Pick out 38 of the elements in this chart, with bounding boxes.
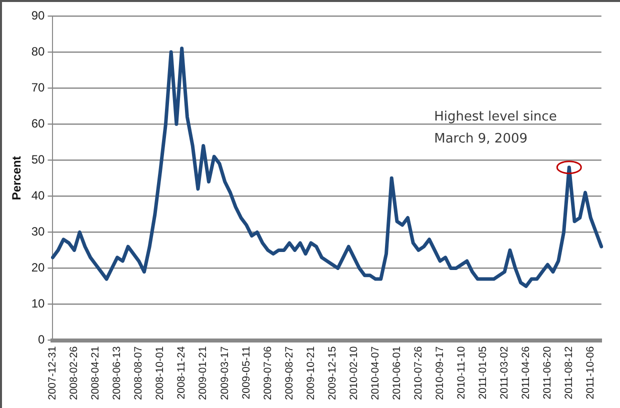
x-tick-label: 2008-04-21 <box>90 346 102 400</box>
x-tick-label: 2009-05-11 <box>240 346 252 400</box>
y-tick-label: 40 <box>31 188 46 202</box>
y-axis-title: Percent <box>10 156 24 200</box>
annotation: Highest level since March 9, 2009 <box>434 109 557 146</box>
x-tick-label: 2009-12-15 <box>326 346 338 400</box>
x-tick-label: 2011-04-26 <box>520 346 532 400</box>
y-tick-label: 20 <box>31 260 46 275</box>
x-tick-label: 2007-12-31 <box>46 346 59 400</box>
x-tick-label: 2009-03-17 <box>218 346 231 400</box>
x-tick-label: 2010-02-10 <box>348 346 360 400</box>
y-tick-label: 30 <box>31 224 46 239</box>
x-tick-label: 2010-09-17 <box>434 346 446 400</box>
y-tick-label: 10 <box>31 296 46 311</box>
y-tick-label: 0 <box>38 332 46 347</box>
x-tick-label: 2011-01-05 <box>476 346 489 400</box>
x-tick-label: 2008-02-26 <box>68 346 80 400</box>
x-tick-label: 2009-07-06 <box>262 346 274 400</box>
x-tick-label: 2008-11-24 <box>176 346 188 400</box>
x-tick-label: 2010-04-07 <box>369 346 382 400</box>
x-tick-label: 2009-10-21 <box>304 346 317 400</box>
x-tick-label: 2010-06-01 <box>390 346 403 400</box>
x-tick-label: 2008-08-07 <box>132 346 145 400</box>
y-tick-label: 80 <box>31 44 46 58</box>
x-tick-label: 2008-06-13 <box>111 346 124 400</box>
x-tick-label: 2011-10-06 <box>584 346 597 400</box>
y-tick-label: 60 <box>31 116 46 130</box>
x-tick-label: 2009-01-21 <box>197 346 210 400</box>
x-tick-label: 2010-07-26 <box>412 346 424 400</box>
y-tick-label: 70 <box>31 80 46 94</box>
x-tick-label: 2010-11-10 <box>455 346 468 400</box>
x-tick-label: 2011-03-02 <box>498 346 510 400</box>
y-tick-label: 50 <box>31 152 46 166</box>
x-tick-label: 2008-10-01 <box>154 346 166 400</box>
y-tick-label: 90 <box>31 8 46 22</box>
x-tick-label: 2011-08-12 <box>563 346 576 400</box>
x-tick-label: 2011-06-20 <box>542 346 554 400</box>
x-tick-label: 2009-08-27 <box>283 346 296 400</box>
